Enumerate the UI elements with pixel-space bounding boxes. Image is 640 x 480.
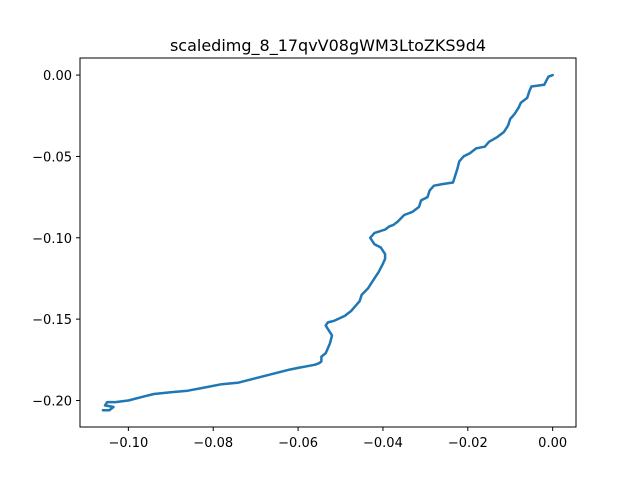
x-tick-label: 0.00 [538,436,567,451]
y-tick-label: −0.05 [32,150,72,165]
y-tick-label: 0.00 [43,69,72,84]
x-tick-label: −0.10 [108,436,148,451]
axis-ticks: −0.10 −0.08 −0.06 −0.04 −0.02 0.00 0.00 −0.05 −0… [32,69,567,451]
x-tick-label: −0.06 [278,436,318,451]
axes-frame [79,57,577,428]
y-tick-label: −0.15 [32,313,72,328]
y-tick-label: −0.10 [32,232,72,247]
x-tick-label: −0.02 [448,436,488,451]
series-line [101,73,554,412]
x-tick-label: −0.08 [193,436,233,451]
y-tick-label: −0.20 [32,394,72,409]
x-tick-label: −0.04 [363,436,403,451]
plot-area [101,73,554,412]
chart-title: scaledimg_8_17qvV08gWM3LtoZKS9d4 [170,36,486,56]
